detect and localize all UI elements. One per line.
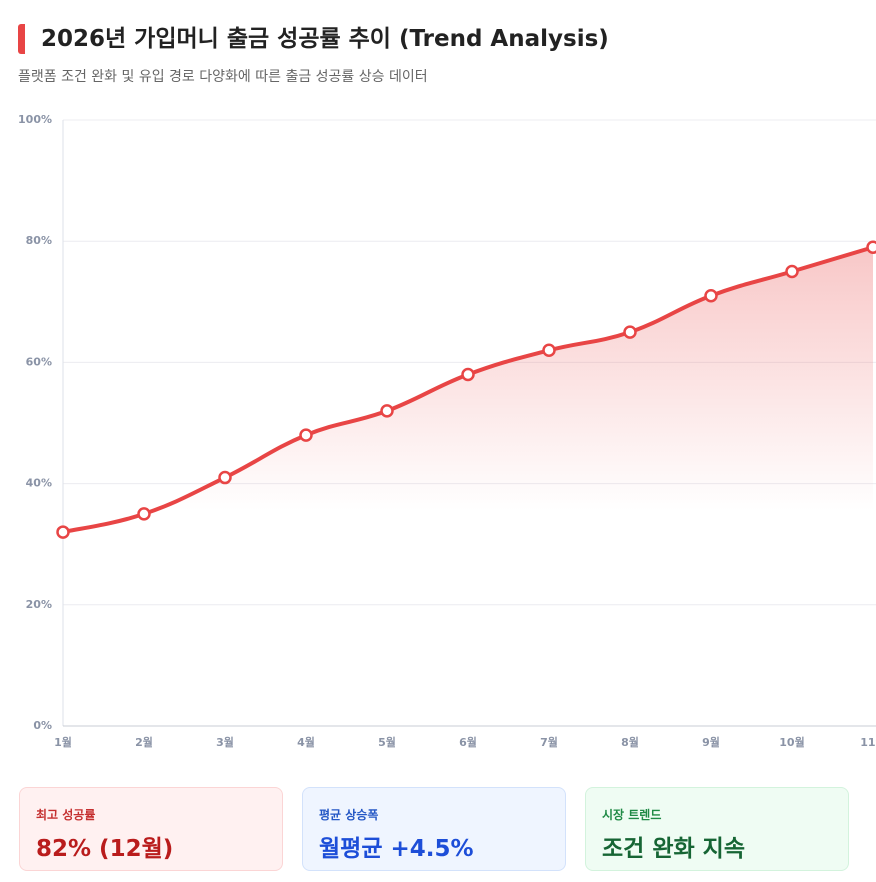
chart: 0% 20% 40% 60% 80% 100% 1월 2월 3월 4월 5월 6월 7월 8월 9월 10월 1… [18, 113, 876, 749]
point [380, 404, 394, 418]
point [137, 507, 151, 521]
point [785, 264, 799, 279]
card-value: 82% (12월) [36, 836, 174, 862]
point [542, 343, 556, 358]
point [461, 367, 475, 382]
y-tick-label: 20% [26, 598, 52, 611]
card: 시장 트렌드 조건 완화 지속 [585, 787, 849, 871]
x-tick-label: 8월 [621, 735, 639, 749]
chart-subtitle: 플랫폼 조건 완화 및 유입 경로 다양화에 따른 출금 성공률 상승 데이터 [18, 69, 428, 85]
y-tick-label: 40% [26, 477, 52, 490]
point [704, 288, 718, 303]
point [56, 525, 70, 539]
point [866, 240, 876, 255]
card-label: 시장 트렌드 [602, 808, 662, 822]
point [299, 428, 313, 442]
x-tick-label: 9월 [702, 735, 720, 749]
x-tick-label: 10월 [779, 735, 804, 749]
y-tick-label: 100% [18, 113, 52, 126]
y-tick-label: 0% [33, 719, 52, 732]
x-tick-label: 11월 [860, 735, 876, 749]
chart-title: 2026년 가입머니 출금 성공률 추이 (Trend Analysis) [18, 24, 609, 54]
x-tick-label: 5월 [378, 735, 396, 749]
x-tick-label: 6월 [459, 735, 477, 749]
area [63, 247, 873, 726]
x-tick-label: 4월 [297, 735, 315, 749]
x-tick-label: 7월 [540, 735, 558, 749]
point [218, 470, 232, 485]
x-tick-label: 2월 [135, 735, 153, 749]
card: 최고 성공률 82% (12월) [19, 787, 283, 871]
card-label: 최고 성공률 [36, 808, 96, 822]
x-tick-label: 1월 [54, 735, 72, 749]
y-tick-label: 80% [26, 234, 52, 247]
card-label: 평균 상승폭 [319, 808, 379, 822]
card-value: 조건 완화 지속 [602, 836, 745, 862]
card-value: 월평균 +4.5% [319, 836, 474, 862]
card: 평균 상승폭 월평균 +4.5% [302, 787, 566, 871]
y-tick-label: 60% [26, 355, 52, 368]
point [623, 325, 637, 339]
x-tick-label: 3월 [216, 735, 234, 749]
